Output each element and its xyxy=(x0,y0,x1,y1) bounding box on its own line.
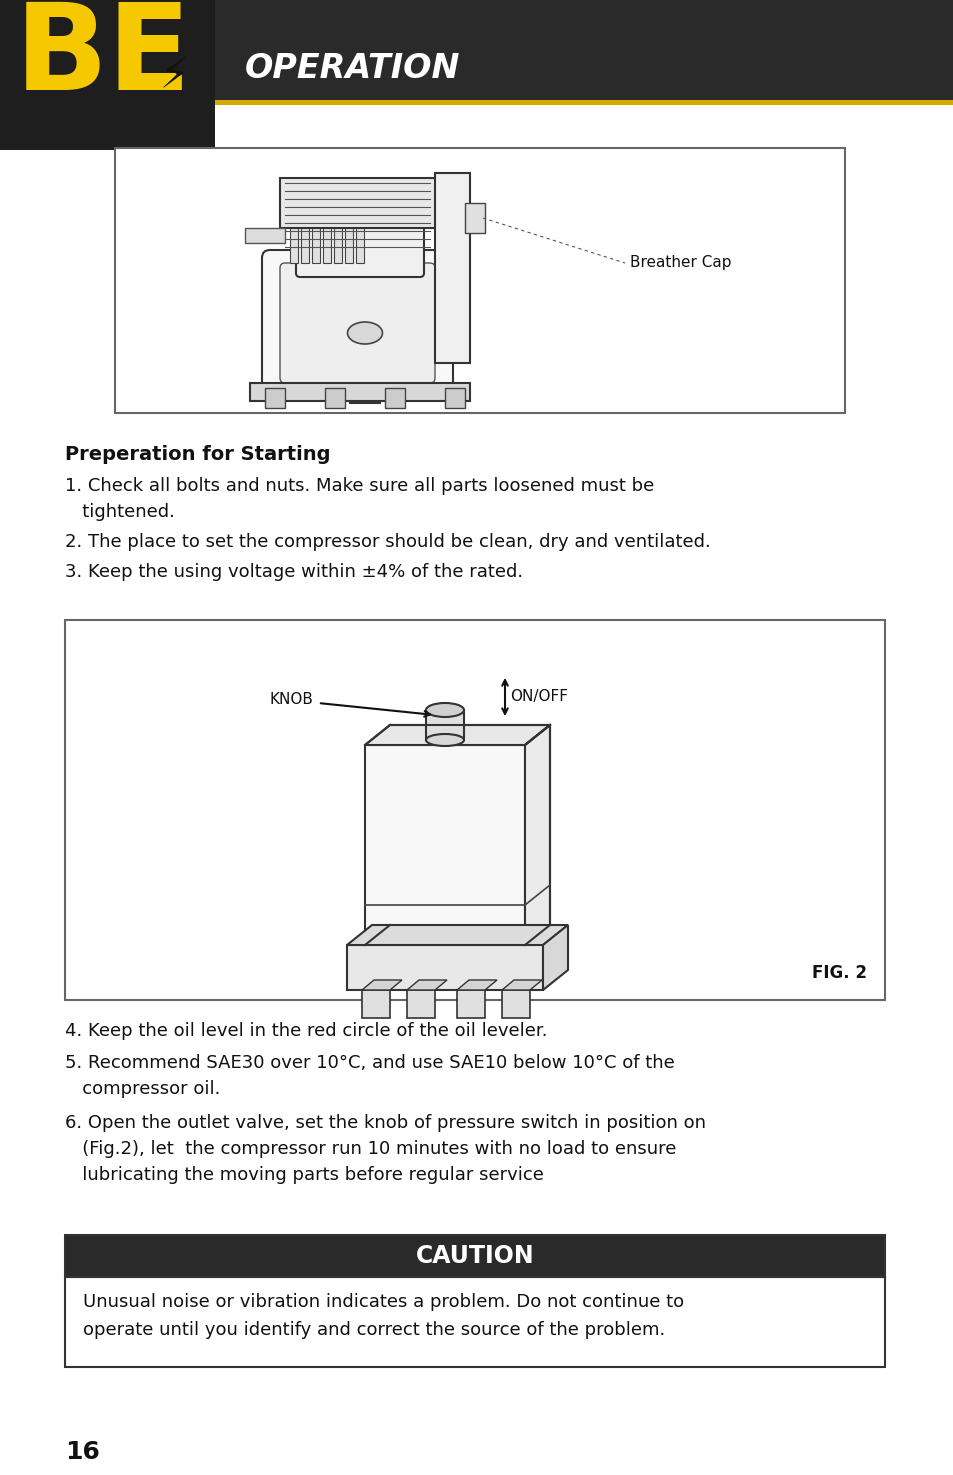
Text: operate until you identify and correct the source of the problem.: operate until you identify and correct t… xyxy=(83,1322,664,1339)
Bar xyxy=(501,990,530,1018)
Text: 5. Recommend SAE30 over 10°C, and use SAE10 below 10°C of the: 5. Recommend SAE30 over 10°C, and use SA… xyxy=(65,1055,674,1072)
Polygon shape xyxy=(456,979,497,990)
Text: Breather Cap: Breather Cap xyxy=(629,255,731,270)
Bar xyxy=(0,100,953,105)
Bar xyxy=(65,1235,884,1277)
Bar xyxy=(65,1277,884,1367)
Bar xyxy=(250,384,470,401)
Bar xyxy=(444,388,464,409)
Text: BE: BE xyxy=(15,0,192,115)
Bar xyxy=(407,990,435,1018)
Bar xyxy=(280,178,450,229)
Text: 6. Open the outlet valve, set the knob of pressure switch in position on: 6. Open the outlet valve, set the knob o… xyxy=(65,1114,705,1131)
Bar xyxy=(323,183,331,263)
FancyBboxPatch shape xyxy=(295,209,423,277)
Polygon shape xyxy=(365,726,550,745)
Text: Preperation for Starting: Preperation for Starting xyxy=(65,445,330,465)
Text: compressor oil.: compressor oil. xyxy=(65,1080,220,1097)
Bar xyxy=(325,388,345,409)
Bar xyxy=(426,709,463,740)
Text: ON/OFF: ON/OFF xyxy=(510,689,567,705)
Bar xyxy=(435,173,470,363)
Bar xyxy=(312,183,319,263)
Text: Unusual noise or vibration indicates a problem. Do not continue to: Unusual noise or vibration indicates a p… xyxy=(83,1294,683,1311)
Polygon shape xyxy=(542,925,567,990)
Ellipse shape xyxy=(426,735,463,746)
Text: ⚡: ⚡ xyxy=(160,55,189,96)
Text: 2. The place to set the compressor should be clean, dry and ventilated.: 2. The place to set the compressor shoul… xyxy=(65,532,710,552)
Bar xyxy=(0,0,214,150)
Bar xyxy=(65,620,884,1000)
Bar xyxy=(365,745,524,945)
Ellipse shape xyxy=(426,704,463,717)
Text: FIG. 2: FIG. 2 xyxy=(811,965,866,982)
Polygon shape xyxy=(501,979,541,990)
Bar xyxy=(65,1235,884,1277)
Bar xyxy=(115,148,844,413)
Text: OPERATION: OPERATION xyxy=(245,52,460,84)
Bar xyxy=(464,204,484,233)
Polygon shape xyxy=(361,979,401,990)
Text: 16: 16 xyxy=(65,1440,100,1465)
Text: CAUTION: CAUTION xyxy=(416,1243,534,1268)
Text: 3. Keep the using voltage within ±4% of the rated.: 3. Keep the using voltage within ±4% of … xyxy=(65,563,522,581)
Text: 4. Keep the oil level in the red circle of the oil leveler.: 4. Keep the oil level in the red circle … xyxy=(65,1022,547,1040)
Polygon shape xyxy=(407,979,447,990)
Text: 1. Check all bolts and nuts. Make sure all parts loosened must be: 1. Check all bolts and nuts. Make sure a… xyxy=(65,476,654,496)
Text: (Fig.2), let  the compressor run 10 minutes with no load to ensure: (Fig.2), let the compressor run 10 minut… xyxy=(65,1140,676,1158)
Bar xyxy=(245,229,285,243)
Bar xyxy=(385,388,405,409)
FancyBboxPatch shape xyxy=(280,263,435,384)
Text: lubricating the moving parts before regular service: lubricating the moving parts before regu… xyxy=(65,1167,543,1184)
FancyBboxPatch shape xyxy=(262,249,453,395)
Bar xyxy=(265,388,285,409)
Bar xyxy=(0,0,953,105)
Bar xyxy=(355,183,364,263)
Bar xyxy=(301,183,309,263)
Bar xyxy=(334,183,341,263)
Text: KNOB: KNOB xyxy=(270,692,314,708)
Bar xyxy=(347,945,542,990)
Text: tightened.: tightened. xyxy=(65,503,174,521)
Bar xyxy=(345,183,353,263)
Bar xyxy=(290,183,297,263)
Bar xyxy=(456,990,484,1018)
Polygon shape xyxy=(524,726,550,945)
Ellipse shape xyxy=(347,322,382,344)
Bar xyxy=(361,990,390,1018)
Polygon shape xyxy=(347,925,567,945)
